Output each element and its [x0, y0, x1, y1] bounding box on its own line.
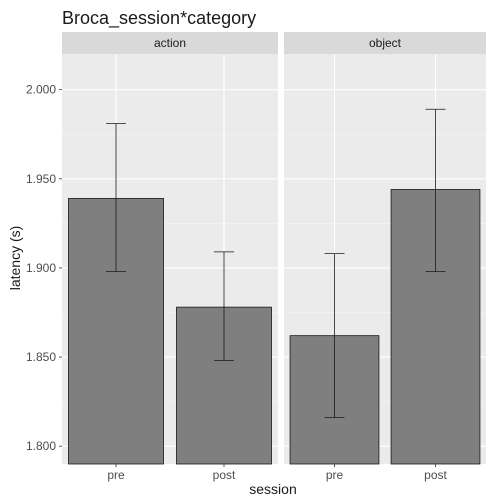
facet-panel-object: object pre post: [284, 32, 486, 482]
x-tick-label: post: [424, 468, 447, 482]
y-tick-label: 2.000: [26, 83, 56, 97]
facet-strip: [284, 32, 486, 54]
facet-strip-label: action: [154, 36, 186, 50]
x-axis-title: session: [249, 481, 296, 497]
y-axis-title: latency (s): [7, 226, 23, 291]
x-tick-label: pre: [107, 468, 125, 482]
facet-strip-label: object: [369, 36, 402, 50]
y-tick-label: 1.850: [26, 350, 56, 364]
chart-title: Broca_session*category: [62, 8, 256, 29]
x-tick-label: post: [213, 468, 236, 482]
facet-panel-action: action pre post: [62, 32, 278, 482]
y-tick-label: 1.800: [26, 439, 56, 453]
y-tick-label: 1.900: [26, 261, 56, 275]
facet-strip: [62, 32, 278, 54]
x-tick-label: pre: [326, 468, 344, 482]
y-tick-label: 1.950: [26, 172, 56, 186]
